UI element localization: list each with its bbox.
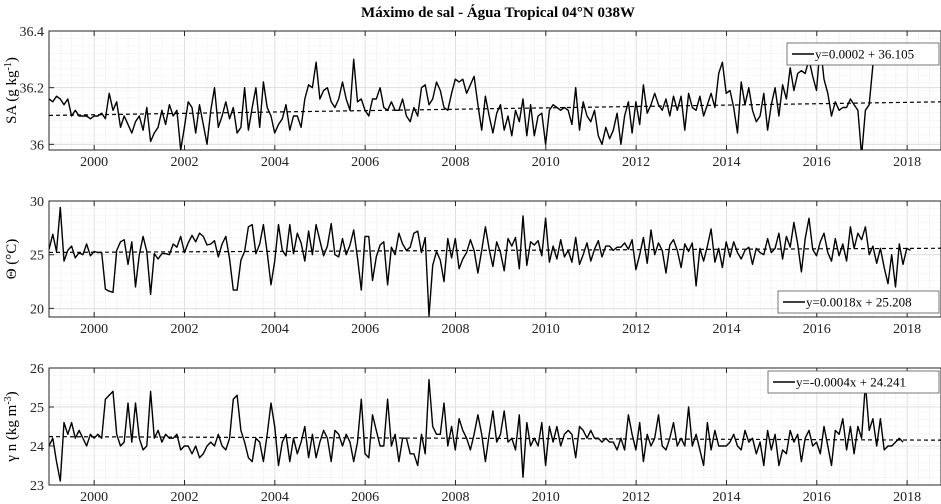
x-tick-label: 2002	[170, 322, 198, 337]
x-tick-label: 2012	[622, 155, 650, 170]
legend-box	[777, 290, 940, 314]
x-tick-label: 2008	[441, 155, 469, 170]
x-tick-label: 2006	[351, 490, 379, 504]
x-tick-label: 2004	[261, 322, 289, 337]
x-tick-label: 2014	[712, 322, 740, 337]
y-tick-label: 23	[30, 479, 44, 494]
data-series-line	[49, 379, 904, 482]
y-tick-label: 25	[30, 401, 44, 416]
legend-box	[786, 42, 940, 66]
y-tick-label: 20	[30, 302, 44, 317]
legend: y=-0.0004x + 24.241	[767, 370, 940, 394]
x-tick-label: 2014	[712, 155, 740, 170]
y-tick-label: 24	[30, 440, 44, 455]
y-tick-label: 36	[30, 138, 44, 153]
y-axis-label: Θ (°C)	[4, 239, 20, 280]
x-tick-label: 2006	[351, 322, 379, 337]
data-series-line	[49, 44, 874, 150]
x-tick-label: 2004	[261, 155, 289, 170]
x-tick-label: 2006	[351, 155, 379, 170]
x-tick-label: 2008	[441, 322, 469, 337]
x-tick-label: 2002	[170, 155, 198, 170]
x-tick-label: 2012	[622, 490, 650, 504]
x-tick-label: 2000	[80, 490, 108, 504]
x-tick-label: 2016	[803, 490, 831, 504]
x-tick-label: 2018	[893, 322, 921, 337]
y-tick-label: 25	[30, 249, 44, 264]
legend-label: y=-0.0004x + 24.241	[796, 375, 906, 390]
chart-title: Máximo de sal - Água Tropical 04°N 038W	[361, 4, 635, 21]
x-tick-label: 2008	[441, 490, 469, 504]
trend-line	[49, 436, 941, 441]
x-tick-label: 2012	[622, 322, 650, 337]
legend: y=0.0018x + 25.208	[777, 290, 940, 314]
x-tick-label: 2016	[803, 322, 831, 337]
axes-frame	[48, 30, 941, 151]
x-tick-label: 2010	[532, 490, 560, 504]
legend-label: y=0.0018x + 25.208	[806, 295, 912, 310]
legend-box	[767, 370, 940, 394]
trend-line	[49, 247, 941, 254]
x-tick-label: 2002	[170, 490, 198, 504]
panel-2: 2000 2002 2004 2006 2008 2010 2012 2014 2016 2018…	[4, 195, 941, 337]
panel-3: 2000 2002 2004 2006 2008 2010 2012 2014 2016 2018…	[3, 362, 941, 504]
legend: y=0.0002 + 36.105	[786, 42, 940, 66]
x-tick-label: 2018	[893, 490, 921, 504]
legend-label: y=0.0002 + 36.105	[815, 47, 914, 62]
y-axis-label: γ n (kg m-3)	[3, 391, 20, 462]
y-tick-label: 30	[30, 195, 44, 210]
panel-1: 2000 2002 2004 2006 2008 2010 2012 2014 2016 2018…	[3, 25, 941, 170]
y-tick-label: 26	[30, 362, 44, 377]
x-tick-label: 2004	[261, 490, 289, 504]
trend-line	[49, 101, 941, 117]
axes-frame	[48, 200, 941, 318]
x-tick-label: 2018	[893, 155, 921, 170]
x-tick-label: 2010	[532, 155, 560, 170]
y-tick-label: 36.4	[20, 25, 45, 40]
x-tick-label: 2000	[80, 322, 108, 337]
y-axis-label: SA (g kg-1)	[3, 57, 20, 124]
axes-frame	[48, 367, 941, 486]
x-tick-label: 2014	[712, 490, 740, 504]
data-series-line	[49, 206, 911, 317]
x-tick-label: 2010	[532, 322, 560, 337]
x-tick-label: 2016	[803, 155, 831, 170]
x-tick-label: 2000	[80, 155, 108, 170]
y-tick-label: 36.2	[20, 82, 45, 97]
